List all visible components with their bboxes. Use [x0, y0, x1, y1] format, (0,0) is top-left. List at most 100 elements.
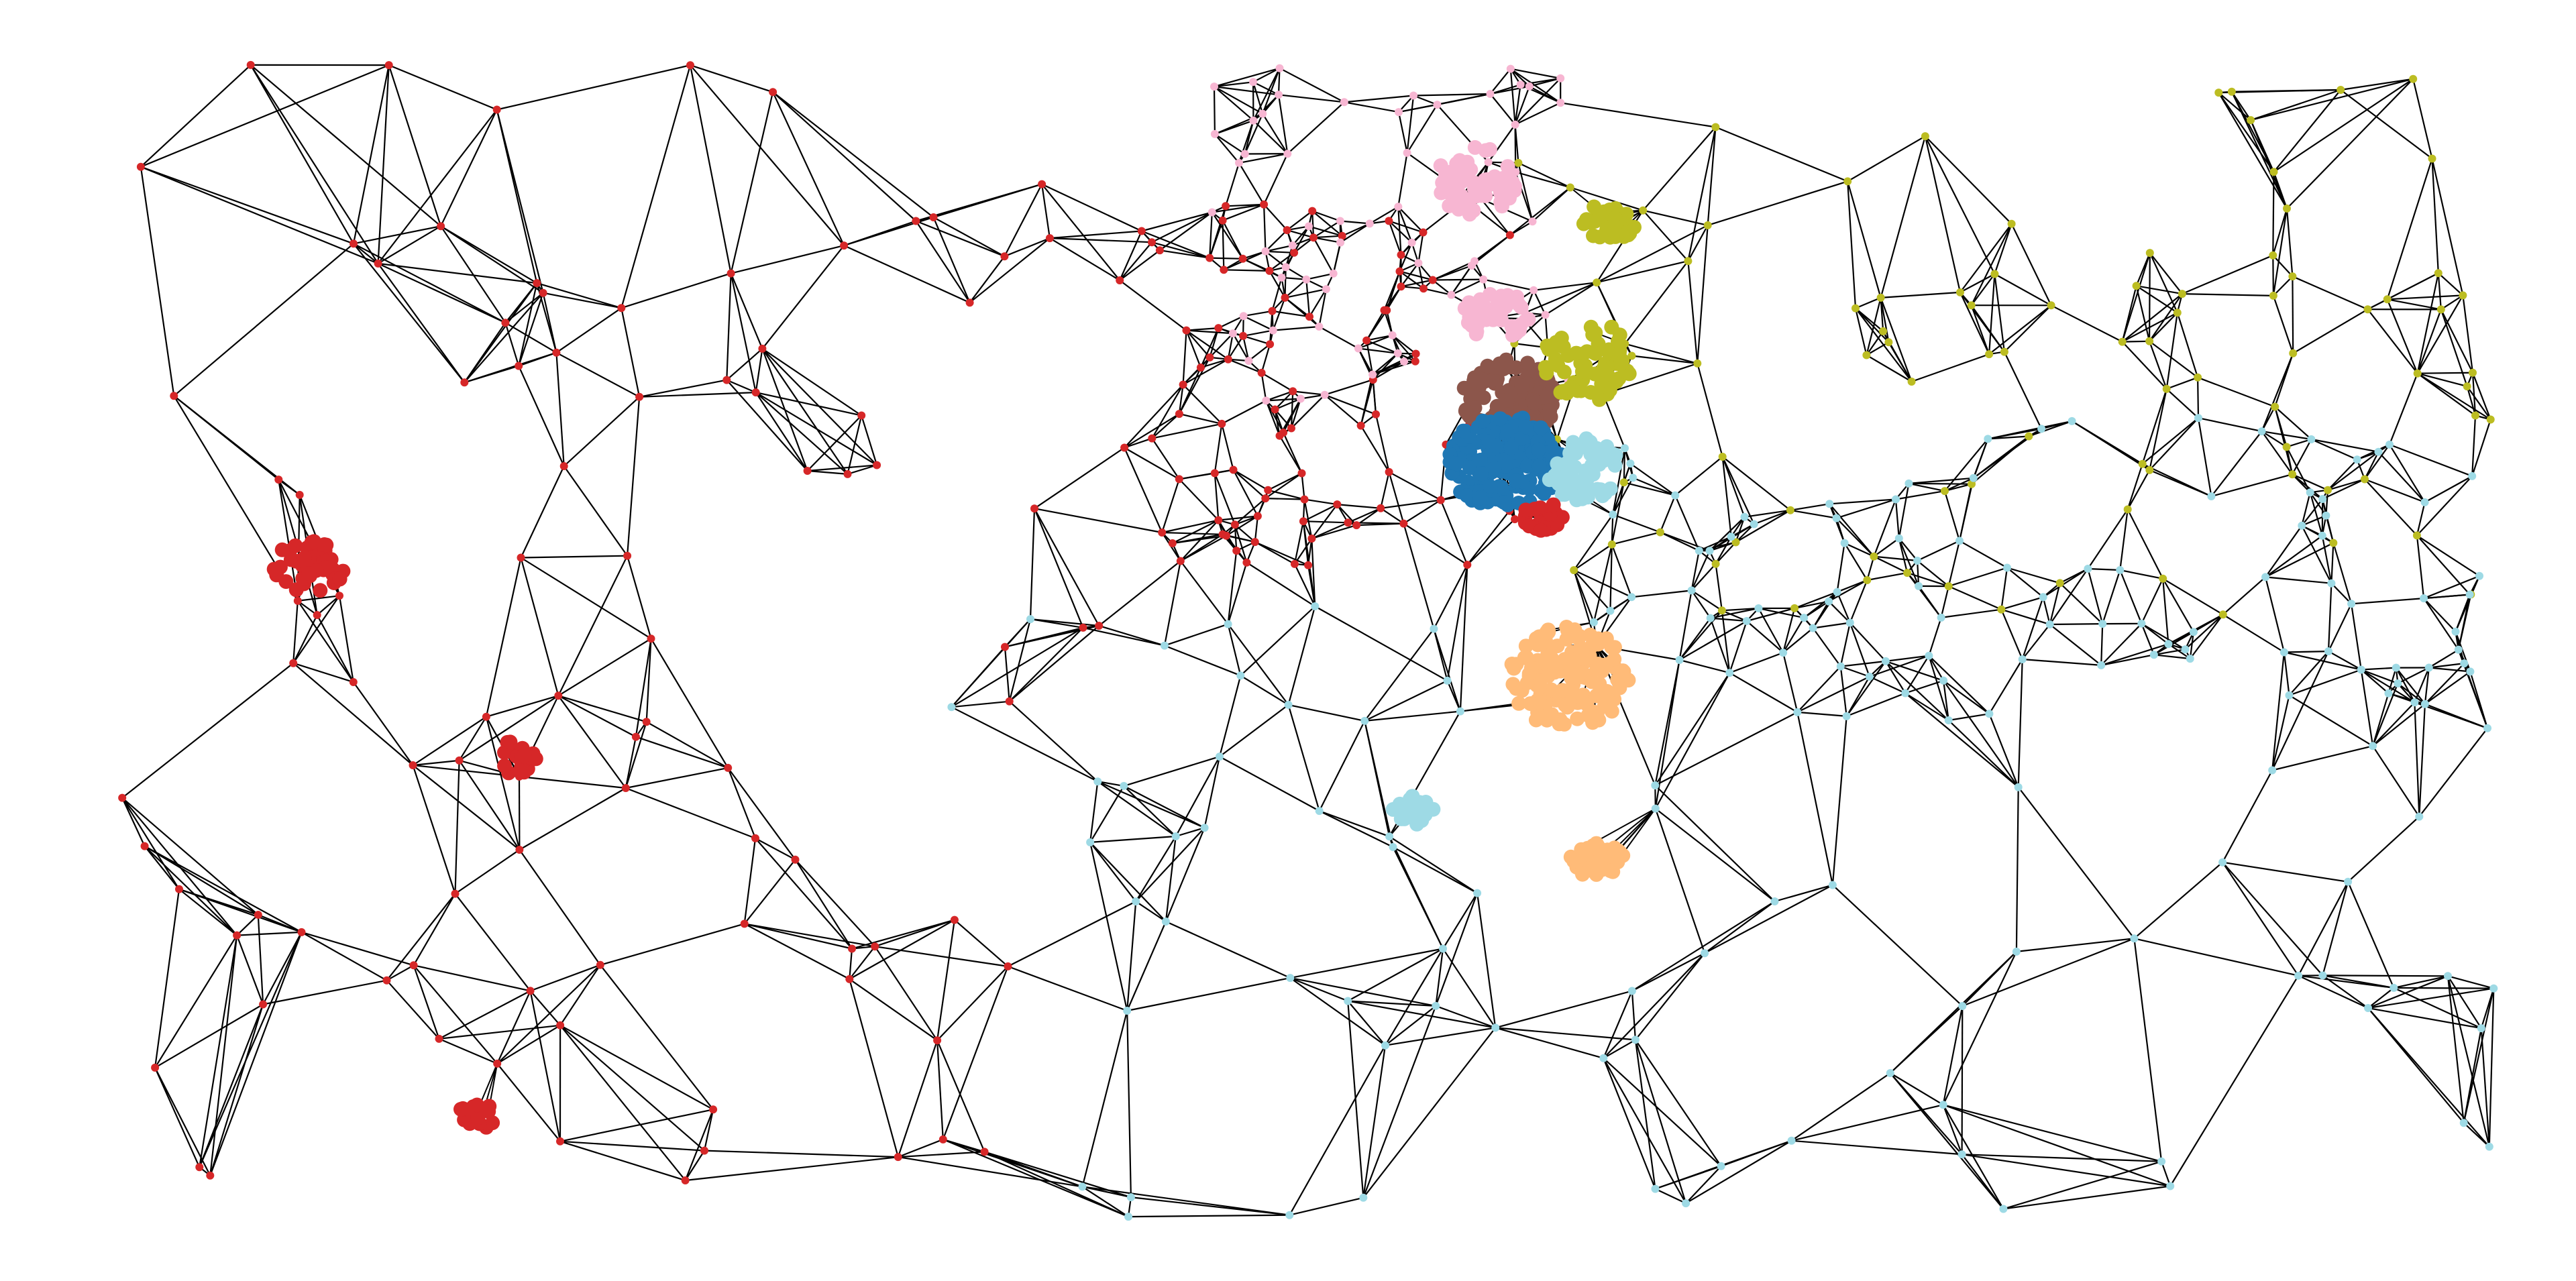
- graph-node-lightblue: [1701, 949, 1709, 958]
- graph-edge: [199, 932, 303, 1168]
- graph-node-red: [1257, 368, 1266, 377]
- graph-edge: [2010, 223, 2052, 306]
- graph-node-olive: [1884, 338, 1893, 347]
- graph-edge: [1729, 672, 1798, 713]
- graph-edge: [1609, 544, 1613, 611]
- graph-edge: [1866, 341, 1889, 356]
- graph-node-orange: [1552, 655, 1568, 671]
- graph-edge: [1573, 543, 1613, 571]
- graph-edge: [1097, 781, 1124, 787]
- graph-edge: [1212, 203, 1265, 213]
- graph-edge: [1364, 710, 1461, 722]
- graph-node-red: [1372, 410, 1380, 419]
- graph-edge: [1360, 374, 1374, 426]
- graph-node-orange: [1599, 683, 1615, 699]
- graph-edge: [1135, 836, 1177, 902]
- graph-edge: [1699, 536, 1732, 552]
- graph-edge: [2340, 89, 2433, 160]
- graph-edge: [2133, 938, 2163, 1162]
- graph-edge: [144, 845, 180, 890]
- graph-edge: [1873, 555, 1908, 574]
- graph-edge: [439, 1038, 498, 1064]
- graph-edge: [2361, 669, 2390, 694]
- graph-edge: [2273, 89, 2342, 172]
- graph-edge: [2102, 569, 2121, 624]
- graph-node-red: [758, 344, 767, 353]
- graph-edge: [2135, 285, 2178, 314]
- graph-edge: [1227, 624, 1242, 676]
- graph-node-lightblue: [2369, 742, 2377, 750]
- graph-edge: [2424, 594, 2470, 600]
- graph-edge: [1318, 720, 1366, 812]
- graph-node-lightblue: [1705, 547, 1714, 555]
- graph-node-lightblue: [2068, 416, 2076, 425]
- graph-node-olive: [1570, 566, 1578, 575]
- graph-node-lightblue: [2465, 590, 2474, 599]
- graph-edge: [807, 464, 877, 472]
- graph-node-lightblue: [2137, 619, 2146, 628]
- graph-edge: [386, 980, 440, 1040]
- graph-node-red: [313, 583, 328, 598]
- graph-edge: [627, 396, 641, 556]
- graph-edge: [378, 262, 537, 284]
- graph-node-red: [1397, 251, 1405, 259]
- graph-node-orange: [1564, 671, 1579, 685]
- graph-node-orange: [1511, 695, 1527, 711]
- graph-edge: [1972, 439, 1989, 479]
- graph-edge: [1642, 209, 1689, 262]
- graph-node-red: [791, 855, 800, 864]
- graph-node-red: [1352, 521, 1361, 530]
- graph-edge: [2447, 975, 2494, 989]
- graph-edge: [1287, 704, 1320, 812]
- graph-node-red: [1232, 547, 1241, 555]
- graph-edge: [1244, 113, 1264, 154]
- graph-edge: [943, 1138, 1129, 1218]
- graph-edge: [969, 256, 1006, 303]
- graph-edge: [2286, 208, 2294, 277]
- graph-node-red: [206, 1171, 215, 1180]
- graph-edge: [1214, 86, 1279, 96]
- graph-edge: [1240, 675, 1289, 706]
- graph-edge: [121, 797, 259, 915]
- graph-edge: [1417, 262, 1425, 289]
- graph-edge: [1178, 357, 1211, 414]
- graph-edge: [2330, 543, 2334, 583]
- graph-node-red: [621, 784, 630, 792]
- graph-edge: [2428, 663, 2465, 669]
- graph-node-lightblue: [1727, 533, 1735, 541]
- graph-node-olive: [1967, 301, 1976, 310]
- graph-edge: [1849, 622, 1886, 662]
- graph-edge: [2134, 938, 2299, 977]
- graph-node-pink: [1433, 101, 1442, 109]
- graph-edge: [1049, 237, 1152, 243]
- graph-node-pink: [1395, 108, 1403, 117]
- graph-edge: [1252, 67, 1281, 83]
- graph-node-olive: [2138, 459, 2147, 468]
- graph-node-red: [1362, 336, 1371, 345]
- graph-node-lightblue: [1985, 710, 1994, 718]
- graph-edge: [1290, 977, 1436, 1007]
- graph-edge: [1383, 310, 1393, 336]
- graph-edge: [557, 695, 627, 789]
- graph-edge: [1904, 692, 2019, 788]
- graph-edge: [1735, 516, 1746, 543]
- graph-edge: [1232, 469, 1267, 499]
- graph-edge: [1311, 522, 1348, 540]
- graph-node-lightblue: [2466, 667, 2475, 676]
- graph-edge: [2367, 1007, 2490, 1148]
- graph-node-olive: [2218, 610, 2227, 619]
- graph-edge: [1948, 586, 2002, 610]
- graph-edge: [849, 919, 955, 980]
- graph-node-red: [1309, 233, 1318, 242]
- graph-node-lightblue: [1124, 1213, 1132, 1221]
- graph-edge: [1603, 1057, 1722, 1167]
- graph-node-brown: [1514, 378, 1529, 394]
- graph-node-red: [596, 960, 604, 969]
- graph-edge: [635, 638, 652, 737]
- graph-node-lightblue: [1132, 897, 1140, 906]
- graph-edge: [1165, 920, 1291, 979]
- graph-edge: [761, 348, 849, 475]
- graph-edge: [2121, 252, 2151, 342]
- graph-node-red: [1266, 340, 1275, 349]
- graph-edge: [1362, 1045, 1387, 1198]
